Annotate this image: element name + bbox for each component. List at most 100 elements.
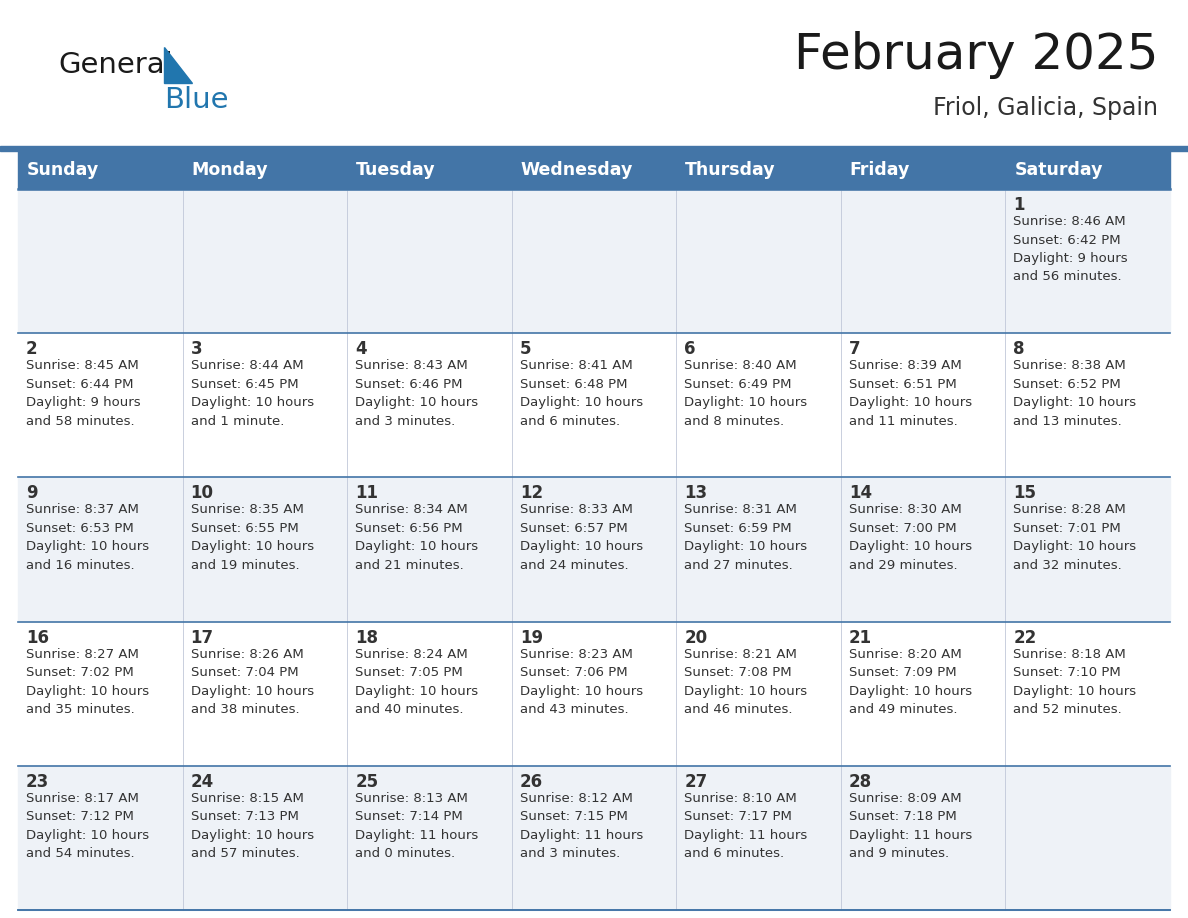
Text: 14: 14 — [849, 485, 872, 502]
Text: Saturday: Saturday — [1015, 161, 1102, 179]
Text: Sunrise: 8:39 AM
Sunset: 6:51 PM
Daylight: 10 hours
and 11 minutes.: Sunrise: 8:39 AM Sunset: 6:51 PM Dayligh… — [849, 359, 972, 428]
Bar — [347, 151, 512, 189]
Text: Blue: Blue — [164, 86, 228, 114]
Text: Sunrise: 8:27 AM
Sunset: 7:02 PM
Daylight: 10 hours
and 35 minutes.: Sunrise: 8:27 AM Sunset: 7:02 PM Dayligh… — [26, 647, 150, 716]
Text: 1: 1 — [1013, 196, 1025, 214]
Bar — [18, 766, 183, 910]
Bar — [18, 477, 183, 621]
Bar — [841, 621, 1005, 766]
Text: 19: 19 — [519, 629, 543, 646]
Polygon shape — [164, 47, 192, 83]
Bar — [183, 477, 347, 621]
Bar — [512, 766, 676, 910]
Bar — [1005, 621, 1170, 766]
Bar — [1005, 333, 1170, 477]
Text: Sunrise: 8:12 AM
Sunset: 7:15 PM
Daylight: 11 hours
and 3 minutes.: Sunrise: 8:12 AM Sunset: 7:15 PM Dayligh… — [519, 792, 643, 860]
Bar — [512, 621, 676, 766]
Bar — [347, 189, 512, 333]
Text: Sunday: Sunday — [27, 161, 100, 179]
Text: 10: 10 — [190, 485, 214, 502]
Bar — [512, 189, 676, 333]
Text: 26: 26 — [519, 773, 543, 790]
Text: Sunrise: 8:46 AM
Sunset: 6:42 PM
Daylight: 9 hours
and 56 minutes.: Sunrise: 8:46 AM Sunset: 6:42 PM Dayligh… — [1013, 215, 1129, 284]
Text: Monday: Monday — [191, 161, 268, 179]
Text: Sunrise: 8:13 AM
Sunset: 7:14 PM
Daylight: 11 hours
and 0 minutes.: Sunrise: 8:13 AM Sunset: 7:14 PM Dayligh… — [355, 792, 479, 860]
Bar — [347, 621, 512, 766]
Text: Friday: Friday — [849, 161, 910, 179]
Text: Sunrise: 8:37 AM
Sunset: 6:53 PM
Daylight: 10 hours
and 16 minutes.: Sunrise: 8:37 AM Sunset: 6:53 PM Dayligh… — [26, 503, 150, 572]
Bar — [1005, 151, 1170, 189]
Bar — [18, 151, 183, 189]
Bar — [18, 333, 183, 477]
Text: 23: 23 — [26, 773, 49, 790]
Text: Sunrise: 8:31 AM
Sunset: 6:59 PM
Daylight: 10 hours
and 27 minutes.: Sunrise: 8:31 AM Sunset: 6:59 PM Dayligh… — [684, 503, 808, 572]
Text: 22: 22 — [1013, 629, 1037, 646]
Text: Sunrise: 8:38 AM
Sunset: 6:52 PM
Daylight: 10 hours
and 13 minutes.: Sunrise: 8:38 AM Sunset: 6:52 PM Dayligh… — [1013, 359, 1137, 428]
Bar — [18, 621, 183, 766]
Bar — [512, 477, 676, 621]
Bar — [676, 333, 841, 477]
Text: 4: 4 — [355, 341, 367, 358]
Text: 18: 18 — [355, 629, 378, 646]
Text: 25: 25 — [355, 773, 378, 790]
Bar — [676, 189, 841, 333]
Bar — [183, 621, 347, 766]
Text: Sunrise: 8:26 AM
Sunset: 7:04 PM
Daylight: 10 hours
and 38 minutes.: Sunrise: 8:26 AM Sunset: 7:04 PM Dayligh… — [190, 647, 314, 716]
Text: 2: 2 — [26, 341, 38, 358]
Text: 15: 15 — [1013, 485, 1036, 502]
Text: Sunrise: 8:21 AM
Sunset: 7:08 PM
Daylight: 10 hours
and 46 minutes.: Sunrise: 8:21 AM Sunset: 7:08 PM Dayligh… — [684, 647, 808, 716]
Bar — [841, 189, 1005, 333]
Bar — [841, 766, 1005, 910]
Bar — [347, 766, 512, 910]
Text: Tuesday: Tuesday — [356, 161, 436, 179]
Text: Sunrise: 8:40 AM
Sunset: 6:49 PM
Daylight: 10 hours
and 8 minutes.: Sunrise: 8:40 AM Sunset: 6:49 PM Dayligh… — [684, 359, 808, 428]
Text: 13: 13 — [684, 485, 707, 502]
Text: Sunrise: 8:33 AM
Sunset: 6:57 PM
Daylight: 10 hours
and 24 minutes.: Sunrise: 8:33 AM Sunset: 6:57 PM Dayligh… — [519, 503, 643, 572]
Text: Sunrise: 8:28 AM
Sunset: 7:01 PM
Daylight: 10 hours
and 32 minutes.: Sunrise: 8:28 AM Sunset: 7:01 PM Dayligh… — [1013, 503, 1137, 572]
Text: 5: 5 — [519, 341, 531, 358]
Text: Sunrise: 8:10 AM
Sunset: 7:17 PM
Daylight: 11 hours
and 6 minutes.: Sunrise: 8:10 AM Sunset: 7:17 PM Dayligh… — [684, 792, 808, 860]
Bar — [1005, 766, 1170, 910]
Text: Sunrise: 8:35 AM
Sunset: 6:55 PM
Daylight: 10 hours
and 19 minutes.: Sunrise: 8:35 AM Sunset: 6:55 PM Dayligh… — [190, 503, 314, 572]
Text: February 2025: February 2025 — [794, 31, 1158, 79]
Text: 7: 7 — [849, 341, 860, 358]
Text: Sunrise: 8:09 AM
Sunset: 7:18 PM
Daylight: 11 hours
and 9 minutes.: Sunrise: 8:09 AM Sunset: 7:18 PM Dayligh… — [849, 792, 972, 860]
Text: 3: 3 — [190, 341, 202, 358]
Bar — [183, 766, 347, 910]
Text: 21: 21 — [849, 629, 872, 646]
Text: 27: 27 — [684, 773, 708, 790]
Bar — [676, 621, 841, 766]
Text: Sunrise: 8:44 AM
Sunset: 6:45 PM
Daylight: 10 hours
and 1 minute.: Sunrise: 8:44 AM Sunset: 6:45 PM Dayligh… — [190, 359, 314, 428]
Text: 9: 9 — [26, 485, 38, 502]
Text: General: General — [58, 51, 172, 79]
Text: 6: 6 — [684, 341, 696, 358]
Text: Sunrise: 8:17 AM
Sunset: 7:12 PM
Daylight: 10 hours
and 54 minutes.: Sunrise: 8:17 AM Sunset: 7:12 PM Dayligh… — [26, 792, 150, 860]
Text: 24: 24 — [190, 773, 214, 790]
Bar — [676, 151, 841, 189]
Text: Sunrise: 8:24 AM
Sunset: 7:05 PM
Daylight: 10 hours
and 40 minutes.: Sunrise: 8:24 AM Sunset: 7:05 PM Dayligh… — [355, 647, 479, 716]
Bar — [183, 151, 347, 189]
Text: 11: 11 — [355, 485, 378, 502]
Text: Sunrise: 8:30 AM
Sunset: 7:00 PM
Daylight: 10 hours
and 29 minutes.: Sunrise: 8:30 AM Sunset: 7:00 PM Dayligh… — [849, 503, 972, 572]
Text: Thursday: Thursday — [685, 161, 776, 179]
Text: 28: 28 — [849, 773, 872, 790]
Text: 17: 17 — [190, 629, 214, 646]
Bar — [183, 189, 347, 333]
Bar — [841, 151, 1005, 189]
Text: Sunrise: 8:41 AM
Sunset: 6:48 PM
Daylight: 10 hours
and 6 minutes.: Sunrise: 8:41 AM Sunset: 6:48 PM Dayligh… — [519, 359, 643, 428]
Text: Wednesday: Wednesday — [520, 161, 633, 179]
Text: Sunrise: 8:18 AM
Sunset: 7:10 PM
Daylight: 10 hours
and 52 minutes.: Sunrise: 8:18 AM Sunset: 7:10 PM Dayligh… — [1013, 647, 1137, 716]
Text: 20: 20 — [684, 629, 707, 646]
Bar — [676, 477, 841, 621]
Bar — [347, 333, 512, 477]
Bar — [512, 333, 676, 477]
Text: Sunrise: 8:23 AM
Sunset: 7:06 PM
Daylight: 10 hours
and 43 minutes.: Sunrise: 8:23 AM Sunset: 7:06 PM Dayligh… — [519, 647, 643, 716]
Text: Sunrise: 8:34 AM
Sunset: 6:56 PM
Daylight: 10 hours
and 21 minutes.: Sunrise: 8:34 AM Sunset: 6:56 PM Dayligh… — [355, 503, 479, 572]
Text: Sunrise: 8:45 AM
Sunset: 6:44 PM
Daylight: 9 hours
and 58 minutes.: Sunrise: 8:45 AM Sunset: 6:44 PM Dayligh… — [26, 359, 140, 428]
Bar — [841, 477, 1005, 621]
Bar — [841, 333, 1005, 477]
Text: 16: 16 — [26, 629, 49, 646]
Text: Sunrise: 8:20 AM
Sunset: 7:09 PM
Daylight: 10 hours
and 49 minutes.: Sunrise: 8:20 AM Sunset: 7:09 PM Dayligh… — [849, 647, 972, 716]
Text: Sunrise: 8:43 AM
Sunset: 6:46 PM
Daylight: 10 hours
and 3 minutes.: Sunrise: 8:43 AM Sunset: 6:46 PM Dayligh… — [355, 359, 479, 428]
Text: 12: 12 — [519, 485, 543, 502]
